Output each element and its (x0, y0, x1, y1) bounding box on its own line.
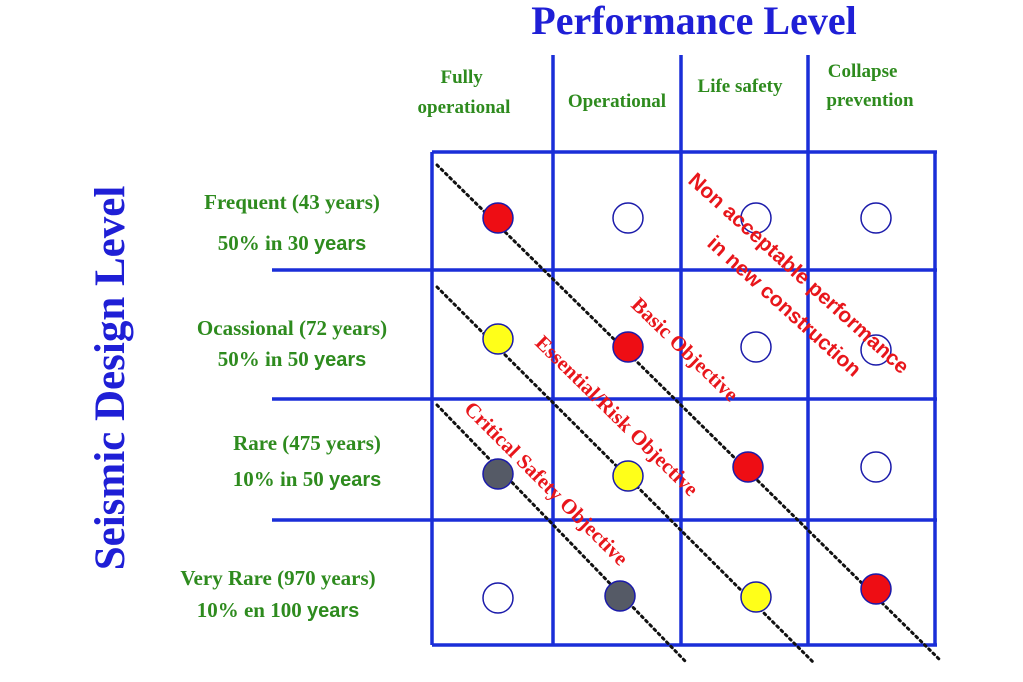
svg-text:Rare (475 years): Rare (475 years) (233, 431, 381, 455)
marker-very-rare-fully-operational (482, 582, 514, 614)
matrix-grid (272, 55, 937, 647)
row-label-very-rare: Very Rare (970 years) 10% en 100 years (180, 566, 375, 622)
marker-grid (482, 202, 892, 614)
marker-rare-collapse-prevention (860, 451, 892, 483)
marker-rare-life-safety (732, 451, 764, 483)
svg-text:Ocassional (72 years): Ocassional (72 years) (197, 316, 387, 340)
svg-text:50% in 30 years: 50% in 30 years (218, 231, 367, 255)
column-header-fully-operational: Fully operational (418, 67, 511, 118)
svg-text:10% en 100 years: 10% en 100 years (197, 598, 360, 622)
svg-text:50% in 50 years: 50% in 50 years (218, 347, 367, 371)
marker-frequent-fully-operational (482, 202, 514, 234)
vertical-title: Seismic Design Level (87, 186, 134, 571)
column-header-life-safety: Life safety (698, 76, 783, 97)
label-basic-objective: Basic Objective (627, 292, 744, 406)
svg-text:Very Rare (970 years): Very Rare (970 years) (180, 566, 375, 590)
column-header-operational: Operational (568, 91, 666, 112)
row-label-frequent: Frequent (43 years) 50% in 30 years (204, 190, 380, 255)
label-non-acceptable-performance: Non acceptable performance (684, 169, 914, 379)
marker-very-rare-operational (604, 580, 636, 612)
diagonal-basic (435, 163, 942, 662)
marker-very-rare-collapse-prevention (860, 573, 892, 605)
row-label-rare: Rare (475 years) 10% in 50 years (233, 431, 382, 491)
marker-occasional-collapse-prevention (860, 334, 892, 366)
row-label-occasional: Ocassional (72 years) 50% in 50 years (197, 316, 387, 371)
svg-text:Frequent (43 years): Frequent (43 years) (204, 190, 380, 214)
diagonal-critical (435, 403, 688, 664)
marker-occasional-operational (612, 331, 644, 363)
marker-occasional-fully-operational (482, 323, 514, 355)
marker-frequent-life-safety (740, 202, 772, 234)
marker-rare-fully-operational (482, 458, 514, 490)
marker-occasional-life-safety (740, 331, 772, 363)
svg-text:10% in 50 years: 10% in 50 years (233, 467, 382, 491)
marker-frequent-collapse-prevention (860, 202, 892, 234)
marker-rare-operational (612, 460, 644, 492)
marker-very-rare-life-safety (740, 581, 772, 613)
diagram-title: Performance Level (531, 0, 856, 43)
column-header-collapse-prevention: Collapse prevention (826, 61, 914, 111)
marker-frequent-operational (612, 202, 644, 234)
